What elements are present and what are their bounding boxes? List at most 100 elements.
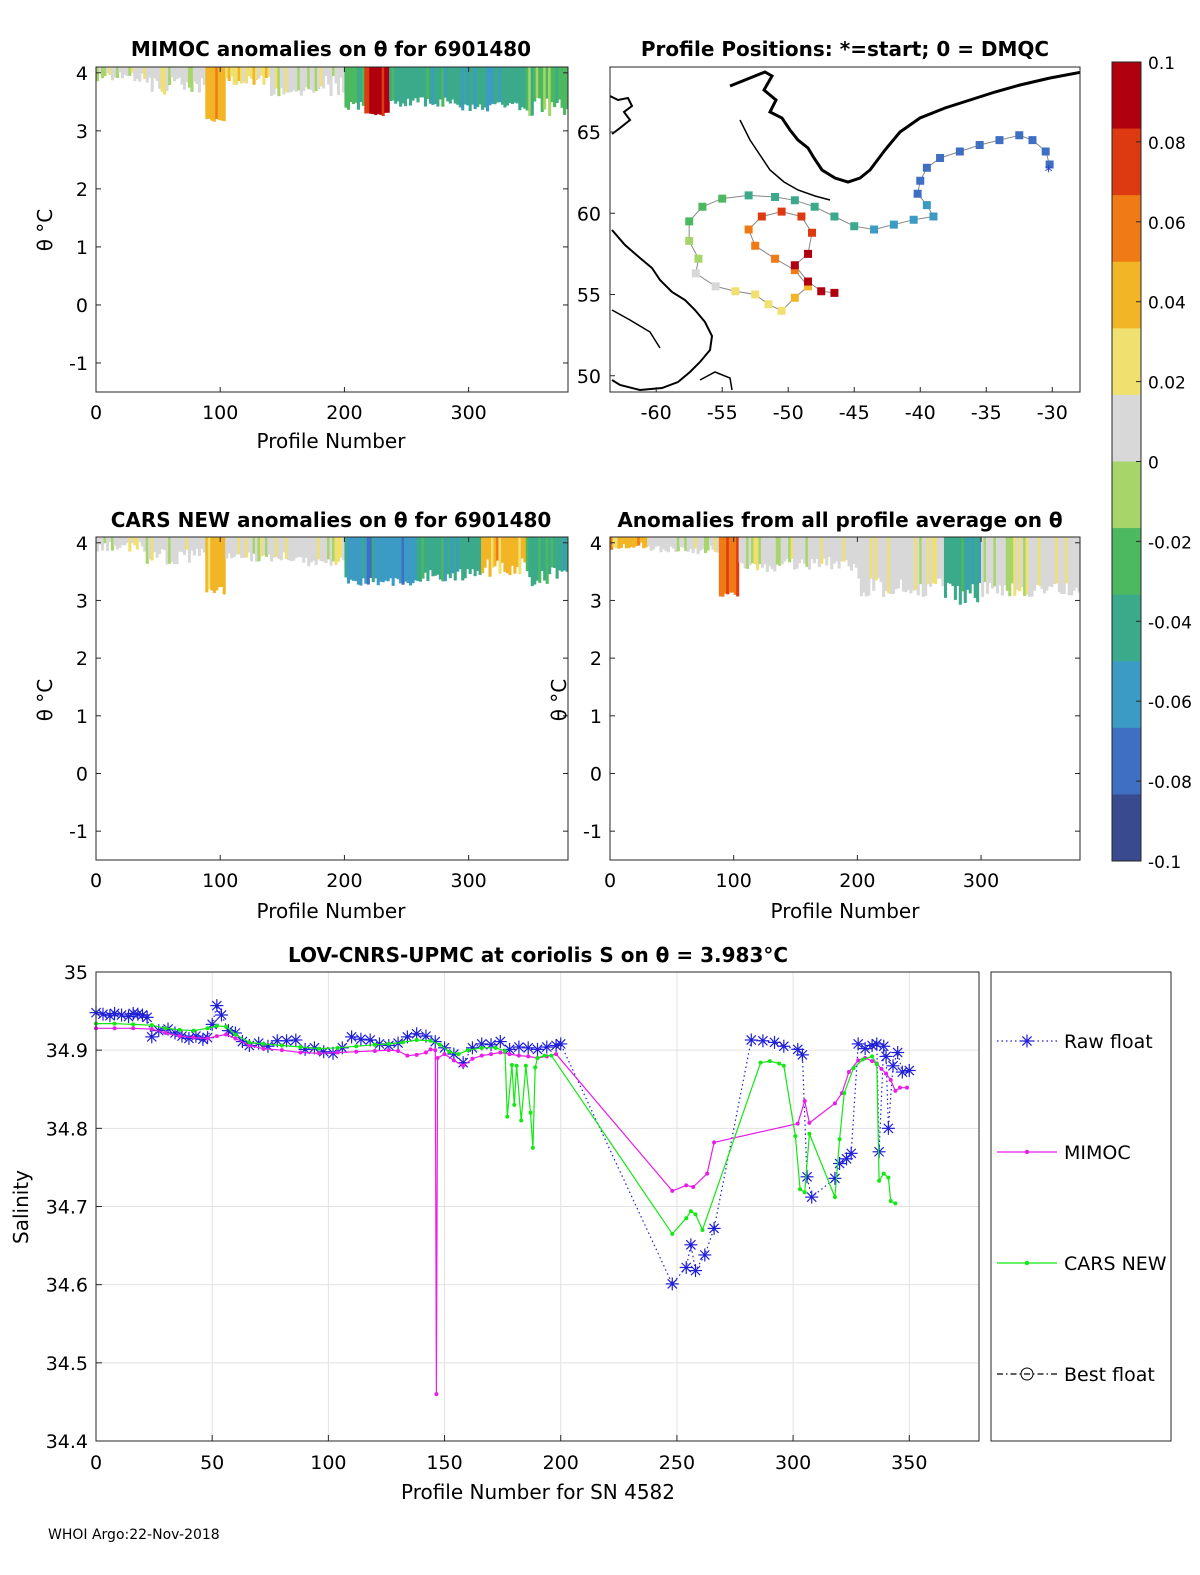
- series-point-cars-new: [428, 1038, 433, 1043]
- heat-cell: [458, 67, 462, 108]
- heat-cell: [257, 537, 261, 562]
- heat-cell: [632, 537, 636, 548]
- heat-cell: [361, 537, 365, 579]
- series-point-cars-new: [279, 1043, 284, 1048]
- heat-cell: [297, 537, 301, 558]
- heat-cell: [533, 537, 537, 585]
- profile-position: [810, 202, 819, 211]
- heat-cell: [966, 537, 970, 590]
- heat-cell: [287, 67, 291, 93]
- heat-cell: [428, 67, 432, 104]
- heat-cell: [495, 537, 500, 561]
- x-tick-label: 300: [775, 1452, 811, 1474]
- heat-cell: [418, 67, 423, 98]
- heat-cell: [1020, 537, 1024, 588]
- heat-cell: [986, 537, 990, 594]
- heat-cell: [123, 67, 127, 75]
- series-point-mimoc: [298, 1050, 303, 1055]
- series-point-mimoc: [177, 1034, 182, 1039]
- colorbar-cell: [1112, 594, 1141, 662]
- series-point-mimoc: [691, 1184, 696, 1189]
- series-point-mimoc: [498, 1050, 503, 1055]
- heat-cell: [825, 537, 829, 566]
- heat-cell: [894, 537, 898, 590]
- heat-cell: [344, 537, 348, 578]
- heat-cell: [478, 67, 482, 105]
- heat-cell: [364, 537, 368, 584]
- heat-cell: [728, 537, 732, 593]
- heat-cell: [339, 67, 343, 78]
- heat-cell: [384, 537, 388, 581]
- series-point-mimoc: [149, 1027, 154, 1032]
- y-tick-label: 3: [590, 590, 602, 612]
- heat-cell: [389, 67, 393, 102]
- raw-float-point: [531, 1042, 544, 1056]
- profile-position: [771, 254, 780, 263]
- y-tick-label: 35: [64, 962, 88, 984]
- heat-cell: [456, 537, 460, 572]
- heat-cell: [644, 537, 648, 548]
- heat-cell: [1010, 537, 1014, 584]
- heat-cell: [148, 537, 152, 560]
- heat-cell: [899, 537, 903, 580]
- heat-cell: [488, 67, 492, 106]
- series-point-mimoc: [795, 1121, 800, 1126]
- heat-cell: [743, 537, 747, 569]
- colorbar-cell: [1112, 62, 1141, 130]
- heat-cell: [394, 67, 398, 104]
- cars-ylabel: θ °C: [33, 679, 57, 722]
- coastline-greenland: [729, 70, 1080, 184]
- raw-float-point: [140, 1010, 154, 1024]
- heat-cell: [381, 537, 385, 583]
- profile-position: [1041, 147, 1050, 156]
- heat-cell: [488, 537, 492, 577]
- coastline: [610, 70, 1080, 392]
- heat-cell: [120, 67, 124, 79]
- series-point-mimoc: [461, 1063, 466, 1068]
- heat-cell: [404, 67, 408, 107]
- series-point-cars-new: [512, 1102, 517, 1107]
- series-point-cars-new: [177, 1027, 182, 1032]
- legend-item: Raw float: [997, 1031, 1153, 1053]
- heat-cell: [327, 67, 331, 85]
- heat-cell: [741, 537, 745, 564]
- heat-cell: [279, 67, 283, 89]
- series-point-mimoc: [247, 1043, 252, 1048]
- heat-cell: [525, 537, 529, 572]
- heat-cell: [364, 67, 368, 114]
- heat-cell: [612, 537, 616, 548]
- heat-cell: [269, 67, 273, 96]
- heat-cell: [877, 537, 881, 579]
- heat-cell: [123, 537, 127, 546]
- map-x-tick-label: -50: [773, 402, 804, 424]
- heat-cell: [476, 67, 480, 108]
- heat-cell: [379, 67, 383, 115]
- series-point-cars-new: [886, 1175, 891, 1180]
- heat-cell: [394, 537, 398, 579]
- heat-cell: [704, 537, 708, 553]
- heat-cell: [210, 537, 214, 591]
- heat-cell: [426, 67, 430, 99]
- colorbar-cell: [1112, 794, 1141, 862]
- raw-float-point: [289, 1033, 303, 1047]
- heat-cell: [993, 537, 997, 587]
- heat-cell: [259, 67, 264, 76]
- series-point-cars-new: [802, 1190, 807, 1195]
- heat-cell: [319, 537, 323, 562]
- heat-cell: [629, 537, 633, 547]
- heat-cell: [197, 537, 201, 557]
- colorbar-cell: [1112, 727, 1141, 795]
- raw-float-point: [354, 1032, 368, 1046]
- raw-float-point: [689, 1264, 703, 1278]
- series-point-mimoc: [214, 1034, 219, 1039]
- heat-cell: [946, 537, 950, 583]
- heat-cell: [200, 67, 204, 79]
- heat-cell: [374, 537, 378, 579]
- map-axes-box: [609, 66, 1081, 393]
- series-point-cars-new: [131, 1022, 136, 1027]
- raw-float-point: [777, 1039, 791, 1053]
- heat-cell: [391, 67, 395, 101]
- heat-cell: [770, 537, 774, 570]
- colorbar-tick-label: -0.04: [1148, 613, 1192, 633]
- heat-cell: [396, 537, 400, 580]
